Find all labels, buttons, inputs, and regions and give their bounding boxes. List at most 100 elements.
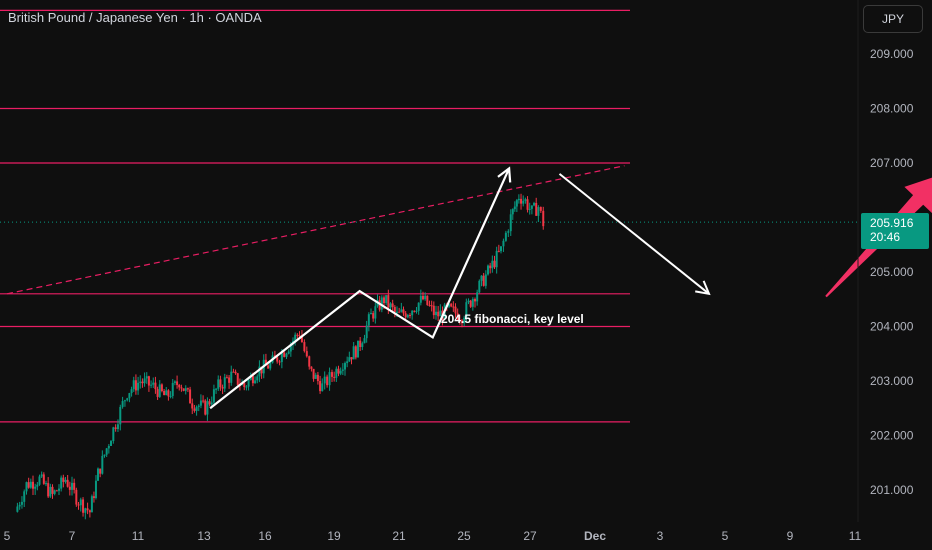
- bar-countdown: 20:46: [870, 230, 901, 244]
- candle-down: [160, 384, 163, 392]
- candle-up: [289, 344, 292, 352]
- candle-up: [90, 496, 93, 513]
- candle-down: [156, 389, 159, 397]
- candle-down: [539, 207, 542, 211]
- candle-up: [169, 395, 172, 397]
- time-tick-label: Dec: [584, 529, 606, 543]
- candle-up: [406, 314, 409, 318]
- symbol-title: British Pound / Japanese Yen · 1h · OAND…: [8, 10, 262, 25]
- currency-button[interactable]: JPY: [863, 5, 923, 33]
- candle-up: [396, 311, 398, 313]
- candle-up: [487, 265, 489, 275]
- candle-down: [319, 381, 322, 392]
- candle-down: [305, 351, 308, 357]
- candle-down: [260, 366, 263, 374]
- candle-up: [101, 455, 104, 474]
- candle-up: [158, 384, 161, 397]
- candle-down: [278, 361, 281, 363]
- candle-down: [193, 408, 196, 411]
- candle-down: [359, 340, 362, 348]
- candle-up: [352, 346, 355, 360]
- zigzag-drawing[interactable]: [209, 167, 511, 410]
- candle-down: [542, 210, 545, 227]
- candle-up: [524, 199, 527, 201]
- candle-down: [432, 305, 435, 316]
- price-tick-label: 209.000: [870, 47, 914, 61]
- candle-up: [195, 406, 198, 411]
- candle-down: [32, 481, 34, 489]
- candle-down: [27, 482, 30, 488]
- candle-up: [471, 298, 474, 307]
- zigzag-arrowhead[interactable]: [497, 166, 512, 183]
- candle-up: [400, 309, 403, 312]
- candle-up: [79, 499, 82, 506]
- candle-up: [49, 486, 52, 497]
- candle-down: [86, 508, 89, 511]
- candle-down: [219, 379, 222, 388]
- time-tick-label: 9: [787, 529, 794, 543]
- candle-down: [402, 309, 405, 314]
- candle-down: [92, 496, 95, 498]
- candle-down: [191, 403, 194, 409]
- candle-up: [53, 490, 56, 494]
- candle-down: [383, 297, 385, 304]
- candle-down: [42, 474, 45, 484]
- candle-up: [495, 250, 498, 268]
- candle-up: [389, 303, 392, 308]
- candle-down: [474, 298, 476, 302]
- time-tick-label: 27: [523, 529, 537, 543]
- candle-down: [535, 202, 538, 216]
- candle-up: [107, 445, 110, 449]
- candle-down: [326, 376, 329, 386]
- candle-up: [367, 314, 370, 326]
- price-axis[interactable]: 209.000 208.000 207.000 205.000 204.000 203.0…: [870, 47, 914, 497]
- time-axis[interactable]: 5 7 11 13 16 19 21 25 27 Dec 3 5 9 11: [4, 529, 862, 543]
- trendline[interactable]: [6, 165, 625, 295]
- candle-down: [426, 295, 429, 305]
- candle-up: [123, 400, 126, 402]
- candle-down: [520, 198, 523, 204]
- candle-up: [417, 302, 420, 311]
- candle-up: [45, 483, 47, 485]
- candle-down: [422, 295, 424, 300]
- candle-down: [55, 490, 58, 492]
- candle-down: [430, 305, 433, 307]
- candle-up: [40, 474, 43, 477]
- candle-down: [47, 483, 50, 497]
- candle-down: [243, 382, 246, 388]
- candle-down: [251, 375, 254, 384]
- candle-down: [189, 389, 192, 404]
- down-arrow-line[interactable]: [558, 173, 710, 295]
- candle-up: [463, 317, 466, 324]
- candle-down: [469, 300, 472, 307]
- candle-up: [335, 368, 338, 378]
- candle-up: [385, 295, 388, 304]
- trendline-segment[interactable]: [6, 165, 625, 295]
- candle-up: [424, 295, 427, 300]
- candle-up: [110, 441, 112, 446]
- candle-down: [99, 468, 102, 474]
- candle-up: [491, 260, 494, 269]
- candle-down: [66, 479, 69, 487]
- candle-up: [97, 468, 99, 481]
- candle-up: [344, 363, 346, 370]
- candle-down: [276, 357, 279, 362]
- candle-up: [116, 424, 119, 430]
- candle-down: [296, 334, 299, 336]
- candle-up: [287, 351, 290, 354]
- candle-down: [208, 401, 211, 405]
- candle-up: [415, 310, 418, 312]
- candle-up: [132, 380, 135, 390]
- candle-up: [380, 297, 383, 310]
- down-arrowhead[interactable]: [695, 280, 711, 296]
- candle-up: [480, 275, 483, 281]
- candle-up: [23, 491, 26, 502]
- candle-up: [515, 200, 518, 207]
- candle-up: [34, 486, 37, 489]
- candle-up: [119, 406, 122, 425]
- candle-up: [112, 427, 115, 442]
- candle-down: [264, 359, 267, 366]
- candle-up: [363, 338, 366, 344]
